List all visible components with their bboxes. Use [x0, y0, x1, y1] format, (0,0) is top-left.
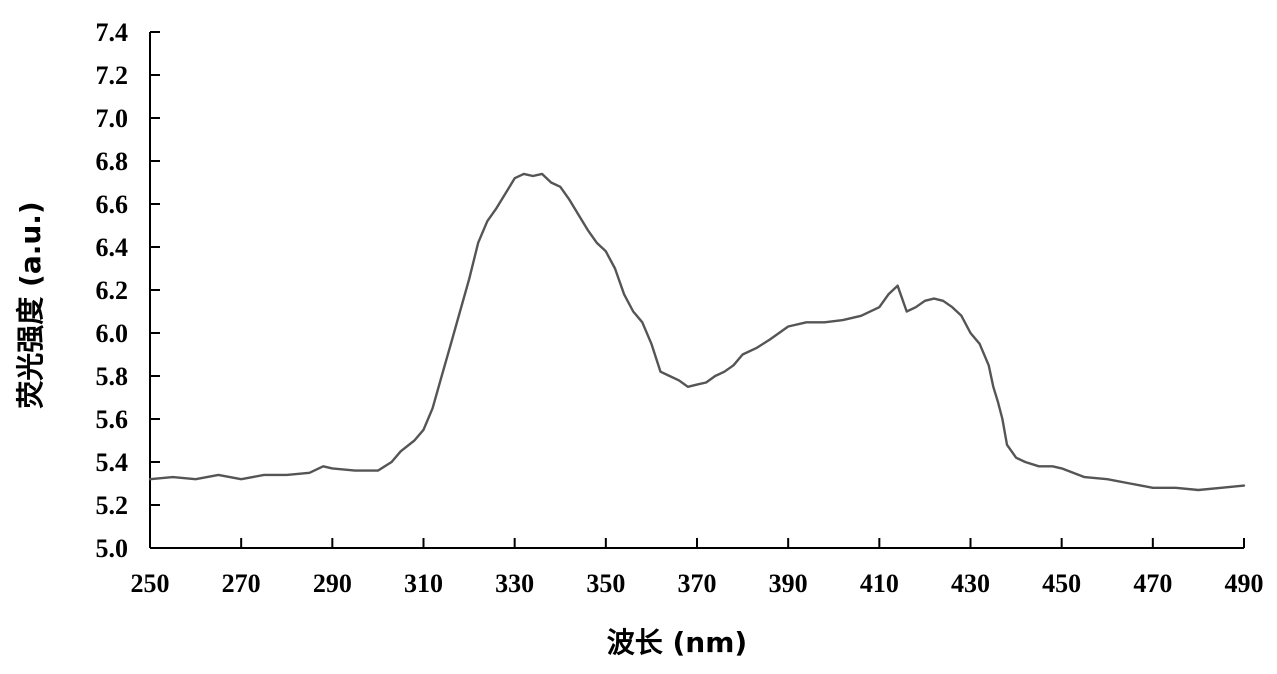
- y-tick-label: 6.4: [96, 233, 129, 262]
- x-tick-label: 270: [222, 569, 261, 598]
- y-tick-label: 5.4: [96, 448, 129, 477]
- y-tick-label: 5.8: [96, 362, 129, 391]
- x-tick-label: 250: [131, 569, 170, 598]
- y-tick-label: 6.0: [96, 319, 129, 348]
- x-axis-title: 波长 (nm): [607, 626, 747, 659]
- y-tick-label: 7.4: [96, 18, 129, 47]
- y-tick-label: 5.0: [96, 534, 129, 563]
- series-layer: [148, 172, 1246, 492]
- x-tick-label: 490: [1225, 569, 1264, 598]
- y-tick-label: 6.8: [96, 147, 129, 176]
- x-tick-label: 310: [404, 569, 443, 598]
- x-tick-label: 290: [313, 569, 352, 598]
- y-axis-title: 荧光强度 (a.u.): [14, 201, 47, 408]
- spectrum-line: [148, 172, 1246, 492]
- x-tick-label: 370: [678, 569, 717, 598]
- y-tick-label: 6.2: [96, 276, 129, 305]
- y-tick-label: 7.2: [96, 61, 129, 90]
- y-tick-label: 7.0: [96, 104, 129, 133]
- x-tick-label: 430: [951, 569, 990, 598]
- x-tick-label: 410: [860, 569, 899, 598]
- y-tick-label: 5.2: [96, 491, 129, 520]
- y-tick-label: 5.6: [96, 405, 129, 434]
- x-tick-label: 330: [495, 569, 534, 598]
- y-tick-label: 6.6: [96, 190, 129, 219]
- x-tick-label: 450: [1042, 569, 1081, 598]
- y-axis-ticks: 5.0 5.2 5.4 5.6 5.8 6.0 6.2 6.4 6.6 6.8 7.0 7.2 7.4: [96, 18, 160, 563]
- x-tick-label: 350: [586, 569, 625, 598]
- x-tick-label: 390: [769, 569, 808, 598]
- x-axis-ticks: 250 270 290 310 330 350 370 390 410 430 450 470 490: [131, 538, 1264, 598]
- x-tick-label: 470: [1133, 569, 1172, 598]
